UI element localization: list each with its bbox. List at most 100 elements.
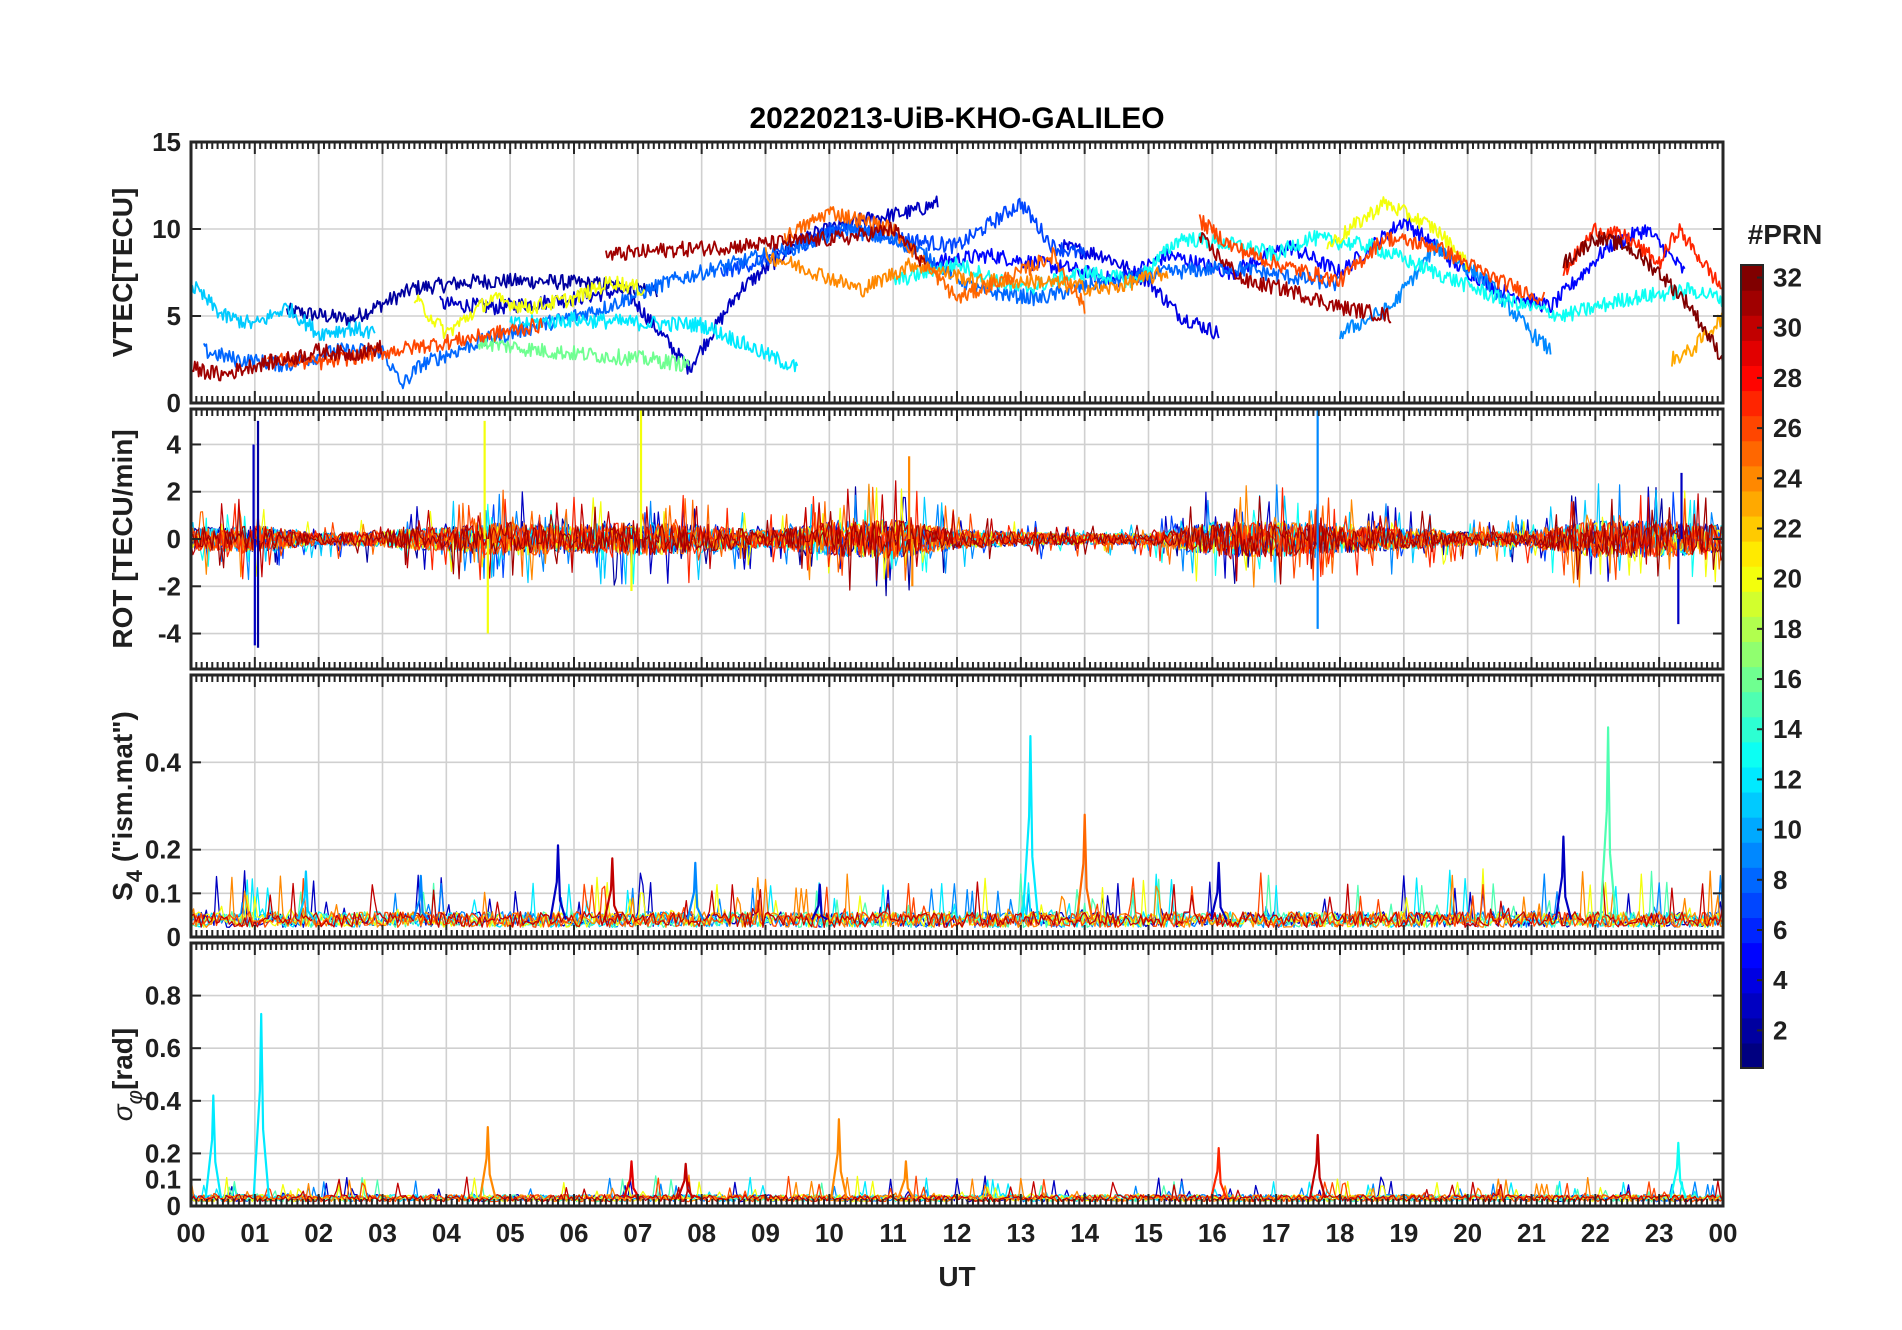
- colorbar-tick-label: 26: [1773, 413, 1802, 443]
- scint-spike: [1210, 861, 1228, 920]
- series-line-prn-23: [1671, 310, 1723, 367]
- colorbar-cell: [1741, 1017, 1763, 1044]
- y-tick-label: 10: [152, 214, 181, 244]
- series-line-prn-12: [509, 311, 799, 373]
- colorbar-tick-label: 32: [1773, 263, 1802, 293]
- scint-spike: [676, 1162, 695, 1199]
- x-tick-label: 23: [1645, 1218, 1674, 1248]
- scint-trace-prn-24: [191, 870, 1723, 929]
- scint-spike: [622, 1160, 641, 1199]
- colorbar-cell: [1741, 917, 1763, 944]
- y-tick-label: 0: [167, 1191, 181, 1221]
- colorbar-cell: [1741, 867, 1763, 893]
- y-tick-label: 0: [167, 922, 181, 952]
- colorbar-cell: [1741, 741, 1763, 768]
- colorbar-cell: [1741, 992, 1763, 1019]
- y-tick-label: 0.4: [145, 747, 182, 777]
- y-tick-label: 0.8: [145, 981, 181, 1011]
- series-line-prn-25: [783, 206, 1086, 314]
- panel-3: 00.10.20.4S4 ("ism.mat"): [107, 673, 1725, 952]
- series-line-prn-20: [1326, 196, 1469, 270]
- colorbar-cell: [1741, 566, 1763, 592]
- scint-spike: [204, 1094, 223, 1199]
- y-tick-label: -2: [158, 571, 181, 601]
- chart-title: 20220213-UiB-KHO-GALILEO: [749, 102, 1164, 135]
- x-tick-label: 10: [815, 1218, 844, 1248]
- colorbar-cell: [1741, 541, 1763, 567]
- x-axis-label: UT: [938, 1261, 975, 1292]
- y-axis-label-subscript: 4: [122, 869, 147, 882]
- y-axis-label: VTEC[TECU]: [107, 188, 138, 358]
- x-tick-label: 06: [560, 1218, 589, 1248]
- minor-ticks: [190, 943, 1724, 1207]
- x-tick-label: 14: [1070, 1218, 1099, 1248]
- rot-trace-prn-31: [191, 495, 1722, 591]
- colorbar-tick-label: 30: [1773, 313, 1802, 343]
- y-axis-label-subscript: φ: [122, 1090, 147, 1104]
- colorbar-cell: [1741, 666, 1763, 693]
- y-tick-label: 4: [167, 429, 182, 459]
- scint-spike: [1021, 735, 1040, 920]
- colorbar-cell: [1741, 490, 1763, 517]
- series-line-prn-11: [191, 281, 376, 342]
- colorbar-cell: [1741, 716, 1763, 743]
- x-tick-label: 00: [1709, 1218, 1738, 1248]
- colorbar-cell: [1741, 290, 1763, 316]
- x-tick-label: 12: [943, 1218, 972, 1248]
- series-line-prn-32: [1562, 231, 1723, 366]
- colorbar-tick-label: 20: [1773, 564, 1802, 594]
- series-line-prn-5: [924, 217, 1686, 313]
- scint-spike: [811, 883, 828, 921]
- minor-ticks: [190, 141, 1724, 404]
- y-axis-label: σφ[rad]: [107, 1028, 147, 1121]
- x-tick-label: 04: [432, 1218, 461, 1248]
- x-tick-label: 02: [304, 1218, 333, 1248]
- panel-4: 00.10.2 0.4 0.6 0.8 σφ[rad] 00 01 02 03 04 05 06 07 0…: [107, 941, 1738, 1248]
- scint-spike: [1599, 726, 1617, 920]
- x-tick-label: 09: [751, 1218, 780, 1248]
- colorbar-tick-label: 28: [1773, 363, 1802, 393]
- scint-spike: [897, 1160, 915, 1199]
- colorbar-cell: [1741, 390, 1763, 417]
- x-tick-label: 00: [177, 1218, 206, 1248]
- series-line-prn-20: [413, 275, 646, 339]
- colorbar-tick-label: 16: [1773, 664, 1802, 694]
- x-tick-label: 15: [1134, 1218, 1163, 1248]
- x-tick-label: 17: [1262, 1218, 1291, 1248]
- colorbar-frame: [1740, 264, 1764, 1069]
- scint-spike: [549, 844, 567, 920]
- y-tick-label: 2: [167, 477, 181, 507]
- scint-spike: [830, 1118, 848, 1199]
- y-axis-label: ROT [TECU/min]: [107, 429, 138, 648]
- minor-ticks: [190, 409, 1724, 669]
- series-line-prn-31: [1198, 231, 1392, 324]
- scint-spike: [1075, 813, 1094, 920]
- series-line-prn-26: [1198, 214, 1546, 305]
- colorbar-cell: [1741, 967, 1763, 994]
- series-line-prn-9: [1339, 239, 1552, 355]
- colorbar-tick-label: 18: [1773, 614, 1802, 644]
- y-tick-label: 15: [152, 127, 181, 157]
- grid: [191, 943, 1723, 1206]
- series-line-prn-2: [285, 272, 658, 327]
- colorbar-cell: [1741, 641, 1763, 668]
- x-tick-label: 16: [1198, 1218, 1227, 1248]
- scint-spike: [603, 857, 622, 920]
- scint-spike: [297, 870, 315, 921]
- x-tick-label: 11: [879, 1218, 907, 1248]
- colorbar-cell: [1741, 616, 1763, 643]
- colorbar-cell: [1741, 415, 1763, 442]
- colorbar-cell: [1741, 465, 1763, 492]
- colorbar-tick-label: 12: [1773, 764, 1802, 794]
- data-layer: [191, 195, 1723, 390]
- y-tick-label: 0.1: [145, 878, 181, 908]
- y-tick-label: 0.6: [145, 1033, 181, 1063]
- series-line-prn-26: [266, 317, 543, 371]
- scint-spike: [686, 861, 704, 920]
- grid: [191, 675, 1723, 937]
- colorbar-tick-label: 22: [1773, 513, 1802, 543]
- colorbar-cell: [1741, 515, 1763, 542]
- scint-spike: [1210, 1147, 1228, 1199]
